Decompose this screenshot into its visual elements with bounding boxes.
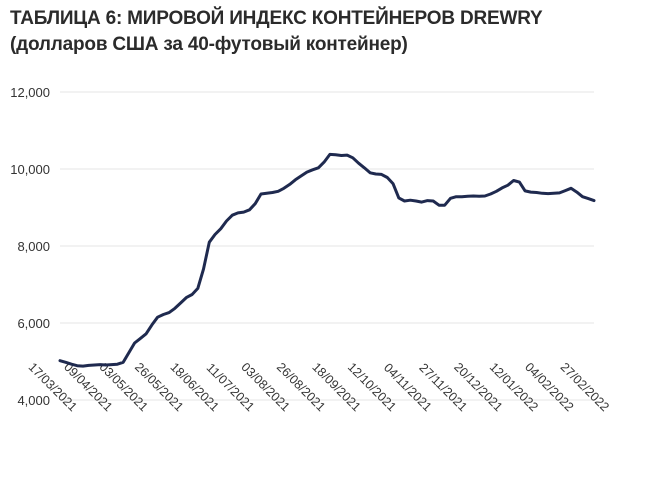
y-axis-ticks: 4,000 6,000 8,000 10,000 12,000 <box>10 85 50 408</box>
y-tick-label: 8,000 <box>17 239 50 254</box>
grid-lines <box>60 91 594 401</box>
y-tick-label: 6,000 <box>17 316 50 331</box>
series-line-0 <box>58 152 596 368</box>
chart-title: ТАБЛИЦА 6: МИРОВОЙ ИНДЕКС КОНТЕЙНЕРОВ DR… <box>10 8 543 29</box>
chart-subtitle: (долларов США за 40-футовый контейнер) <box>10 34 408 55</box>
y-tick-label: 4,000 <box>17 393 50 408</box>
series-layer <box>58 152 596 368</box>
y-tick-label: 12,000 <box>10 85 50 100</box>
x-axis-ticks: 17/03/202109/04/202103/05/202126/05/2021… <box>26 360 612 414</box>
y-tick-label: 10,000 <box>10 162 50 177</box>
